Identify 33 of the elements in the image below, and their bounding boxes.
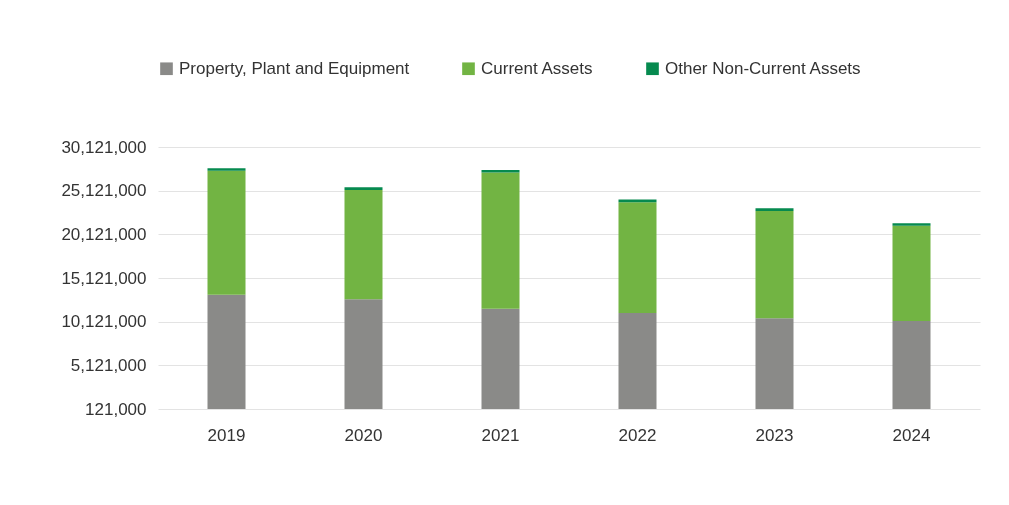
bar (755, 210, 794, 319)
x-tick-label: 2022 (618, 425, 657, 445)
bar (207, 168, 246, 171)
legend-label: Other Non-Current Assets (665, 58, 861, 78)
bar (618, 202, 657, 314)
bar (755, 318, 794, 409)
bar (207, 294, 246, 409)
x-tick-label: 2019 (207, 425, 246, 445)
bar (344, 299, 383, 409)
x-tick-label: 2024 (892, 425, 931, 445)
legend-label: Current Assets (481, 58, 593, 78)
bar (207, 170, 246, 295)
bar (481, 308, 520, 409)
x-tick-label: 2023 (755, 425, 794, 445)
bar (344, 187, 383, 190)
x-tick-label: 2020 (344, 425, 383, 445)
y-tick-label: 15,121,000 (61, 268, 147, 288)
x-tick-label: 2021 (481, 425, 520, 445)
bar (344, 189, 383, 300)
bar (755, 208, 794, 211)
bar (481, 172, 520, 309)
bar (481, 169, 520, 173)
y-tick-label: 25,121,000 (61, 181, 147, 201)
y-tick-label: 10,121,000 (61, 312, 147, 332)
bar (892, 320, 931, 409)
y-tick-label: 5,121,000 (70, 355, 147, 375)
y-tick-label: 20,121,000 (61, 224, 147, 244)
y-tick-label: 121,000 (85, 399, 147, 419)
bar (892, 223, 931, 226)
legend-label: Property, Plant and Equipment (179, 58, 410, 78)
bar (618, 313, 657, 409)
y-tick-label: 30,121,000 (61, 137, 147, 157)
bar (892, 225, 931, 321)
